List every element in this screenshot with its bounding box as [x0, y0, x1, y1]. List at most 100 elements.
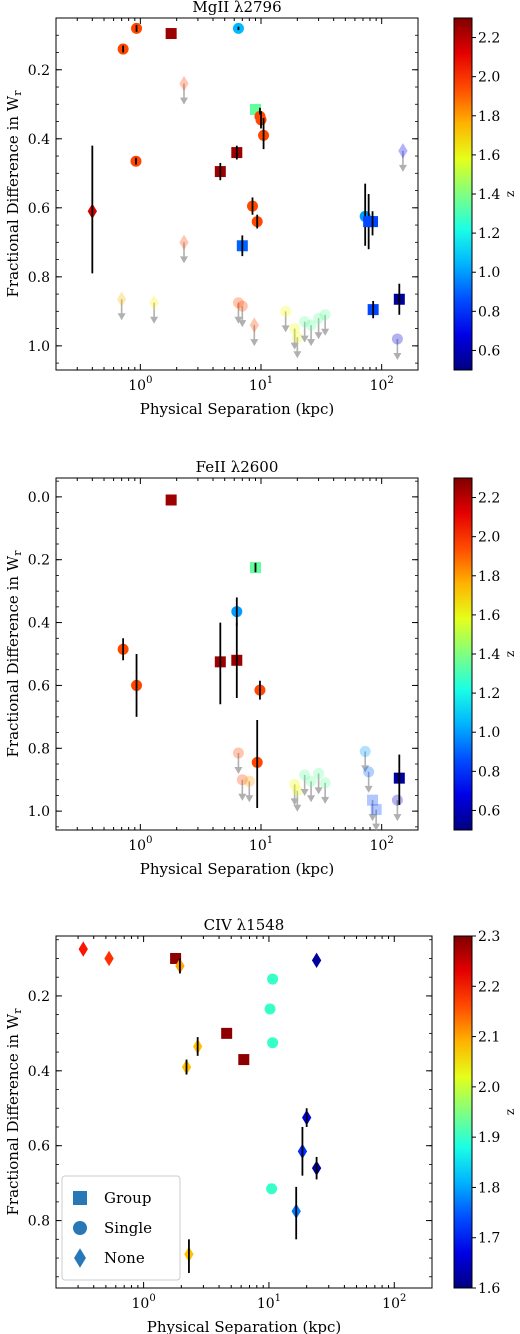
- data-point-circle: [267, 973, 279, 985]
- colorbar-label: z: [503, 651, 517, 657]
- data-point-circle: [299, 316, 311, 328]
- data-point-circle: [305, 319, 317, 331]
- data-point-diamond: [116, 291, 127, 307]
- data-point-circle: [236, 300, 248, 312]
- colorbar-tick-label: 0.6: [478, 803, 500, 819]
- legend-entry-label: Group: [104, 1189, 151, 1207]
- upper-limit-arrowhead: [314, 787, 323, 795]
- upper-limit-arrowhead: [300, 335, 309, 343]
- y-axis-label: Fractional Difference in Wr: [4, 90, 24, 298]
- colorbar-tick-label: 1.6: [478, 148, 500, 164]
- legend-entry-label: None: [104, 1249, 145, 1267]
- data-point-diamond: [74, 1248, 86, 1268]
- upper-limit-arrowhead: [293, 804, 302, 812]
- upper-limit-arrowhead: [179, 256, 188, 264]
- data-point-diamond: [149, 295, 159, 311]
- upper-limit-arrowhead: [368, 814, 377, 822]
- colorbar: [453, 17, 473, 371]
- upper-limit-arrowhead: [179, 97, 188, 105]
- colorbar-tick-label: 2.2: [478, 491, 500, 507]
- colorbar-tick-label: 2.0: [478, 530, 500, 546]
- colorbar-tick-label: 1.0: [478, 265, 500, 281]
- data-point-circle: [391, 794, 403, 806]
- colorbar-tick-label: 1.8: [478, 569, 500, 585]
- upper-limit-arrowhead: [398, 164, 407, 172]
- legend-entry-label: Single: [104, 1219, 152, 1237]
- data-point-square: [73, 1191, 87, 1205]
- colorbar-tick-label: 0.6: [478, 343, 500, 359]
- colorbar-tick-label: 2.2: [478, 31, 500, 47]
- data-point-circle: [305, 775, 317, 787]
- data-point-diamond: [398, 143, 408, 159]
- data-point-circle: [289, 778, 301, 790]
- legend-box: [61, 1175, 181, 1281]
- upper-limit-arrowhead: [314, 332, 323, 340]
- upper-limit-arrowhead: [238, 320, 247, 328]
- x-tick-label: 100: [128, 835, 152, 854]
- upper-limit-arrowhead: [300, 789, 309, 796]
- colorbar-tick-label: 1.2: [478, 226, 500, 242]
- plot-frame: [55, 935, 433, 1289]
- data-point-diamond: [78, 941, 88, 957]
- data-point-circle: [313, 767, 325, 779]
- colorbar-tick-label: 2.3: [478, 929, 500, 945]
- data-point-square: [170, 952, 182, 964]
- y-tick-label: 0.4: [28, 132, 50, 148]
- data-point-circle: [299, 769, 311, 781]
- upper-limit-arrowhead: [364, 785, 373, 793]
- x-tick-label: 102: [370, 375, 394, 394]
- data-point-circle: [73, 1221, 87, 1235]
- y-axis-label: Fractional Difference in Wr: [4, 1008, 24, 1216]
- data-point-circle: [280, 305, 292, 317]
- colorbar-tick-label: 2.0: [478, 1080, 500, 1096]
- colorbar-label: z: [503, 1109, 517, 1115]
- y-tick-label: 0.4: [28, 616, 50, 632]
- data-point-square: [249, 103, 261, 115]
- data-point-circle: [319, 309, 331, 321]
- upper-limit-arrowhead: [307, 339, 316, 347]
- x-axis-label: Physical Separation (kpc): [140, 860, 335, 878]
- upper-limit-arrowhead: [361, 765, 370, 773]
- colorbar-label: z: [503, 191, 517, 197]
- data-point-circle: [264, 1003, 276, 1015]
- colorbar-tick-label: 1.8: [478, 109, 500, 125]
- x-tick-label: 101: [249, 375, 273, 394]
- data-point-circle: [313, 312, 325, 324]
- colorbar-tick-label: 1.7: [478, 1231, 500, 1247]
- plot-frame: [55, 17, 419, 371]
- colorbar: [453, 935, 473, 1289]
- data-point-diamond: [311, 952, 322, 969]
- data-point-circle: [289, 323, 301, 335]
- data-point-square: [367, 794, 379, 806]
- colorbar-tick-label: 1.2: [478, 686, 500, 702]
- data-point-square: [165, 494, 177, 506]
- colorbar-tick-label: 1.6: [478, 608, 500, 624]
- y-tick-label: 0.2: [28, 989, 50, 1005]
- y-tick-label: 0.2: [28, 63, 50, 79]
- colorbar-tick-label: 1.4: [478, 187, 500, 203]
- data-point-circle: [232, 297, 244, 309]
- y-tick-label: 0.6: [28, 678, 50, 694]
- chart-panel: FeII λ2600 100 101 102 0.0 0.2 0.4 0.6 0.8 1.0 Phy…: [4, 458, 517, 878]
- data-point-diamond: [179, 75, 189, 92]
- colorbar-tick-label: 1.9: [478, 1130, 500, 1146]
- data-point-square: [370, 804, 382, 816]
- y-tick-label: 0.4: [28, 1064, 50, 1080]
- data-point-circle: [359, 745, 371, 757]
- data-point-diamond: [104, 950, 114, 967]
- upper-limit-arrowhead: [372, 823, 381, 831]
- x-axis-label: Physical Separation (kpc): [140, 400, 335, 418]
- colorbar-tick-label: 1.6: [478, 1281, 500, 1297]
- data-point-circle: [391, 333, 403, 345]
- colorbar-tick-label: 1.8: [478, 1180, 500, 1196]
- data-point-square: [238, 1054, 250, 1066]
- chart-title: CIV λ1548: [204, 916, 285, 934]
- y-axis-label: Fractional Difference in Wr: [4, 550, 24, 758]
- data-point-circle: [363, 766, 375, 778]
- y-tick-label: 1.0: [28, 339, 50, 355]
- data-point-diamond: [179, 234, 189, 251]
- y-tick-label: 1.0: [28, 804, 50, 820]
- y-tick-label: 0.8: [28, 270, 50, 286]
- x-axis-label: Physical Separation (kpc): [147, 1318, 342, 1334]
